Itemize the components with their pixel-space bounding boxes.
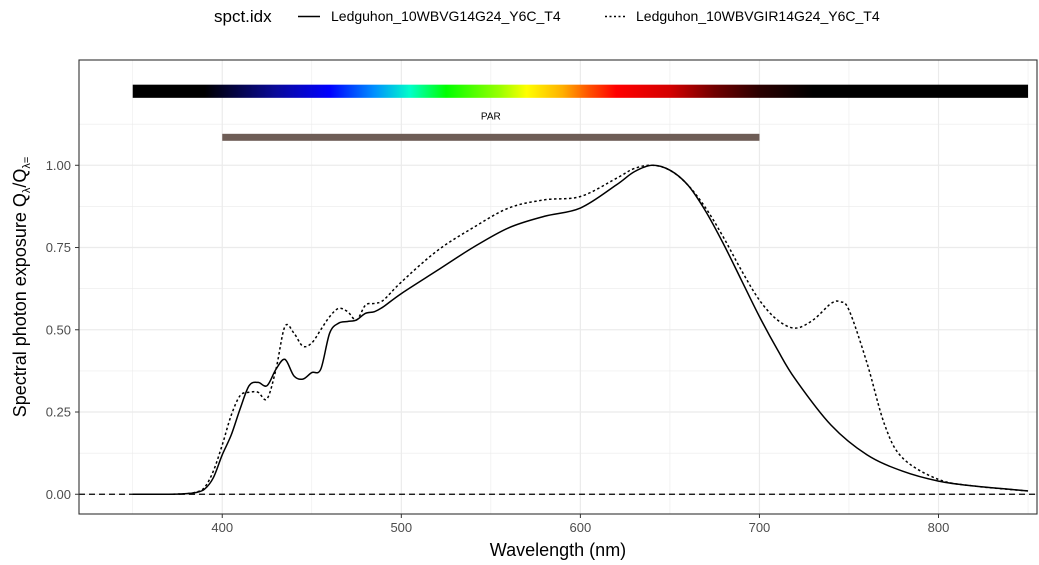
panel-border (78, 59, 1038, 515)
x-axis: 400 500 600 700 800 Wavelength (nm) (211, 514, 949, 560)
x-axis-ticks: 400 500 600 700 800 (211, 514, 949, 535)
y-axis: 0.00 0.25 0.50 0.75 1.00 Spectral photon exp… (10, 157, 79, 502)
series-line-dotted (132, 164, 1029, 496)
legend-label-solid: Ledguhon_10WBVG14G24_Y6C_T4 (331, 8, 561, 24)
x-tick-label: 400 (211, 520, 233, 535)
x-tick-label: 700 (749, 520, 771, 535)
legend-label-dotted: Ledguhon_10WBVGIR14G24_Y6C_T4 (636, 8, 880, 24)
y-axis-title-main: Spectral photon exposure Q (10, 193, 30, 417)
y-tick-label: 0.75 (46, 240, 71, 255)
y-axis-title: Spectral photon exposure Qλ/Qλ= (10, 157, 33, 418)
par-bar (222, 133, 760, 141)
legend-key-solid: Ledguhon_10WBVG14G24_Y6C_T4 (298, 8, 561, 24)
plot-panel: PAR (78, 59, 1038, 515)
y-tick-label: 0.00 (46, 487, 71, 502)
series-line-solid (132, 164, 1029, 496)
x-tick-label: 800 (928, 520, 950, 535)
y-tick-label: 1.00 (46, 158, 71, 173)
par-label: PAR (481, 111, 501, 122)
x-tick-label: 500 (390, 520, 412, 535)
y-axis-ticks: 0.00 0.25 0.50 0.75 1.00 (46, 158, 79, 502)
y-axis-title-slash: /Q (10, 169, 30, 188)
y-axis-title-sub1: λ (21, 187, 33, 193)
x-axis-title: Wavelength (nm) (490, 540, 626, 560)
y-tick-label: 0.50 (46, 322, 71, 337)
y-axis-title-sub2: λ= (21, 157, 33, 169)
x-tick-label: 600 (570, 520, 592, 535)
legend: spct.idx Ledguhon_10WBVG14G24_Y6C_T4 Led… (214, 7, 880, 26)
y-tick-label: 0.25 (46, 405, 71, 420)
legend-key-dotted: Ledguhon_10WBVGIR14G24_Y6C_T4 (605, 8, 880, 24)
legend-title: spct.idx (214, 7, 272, 26)
wavelength-color-band (132, 84, 1029, 98)
